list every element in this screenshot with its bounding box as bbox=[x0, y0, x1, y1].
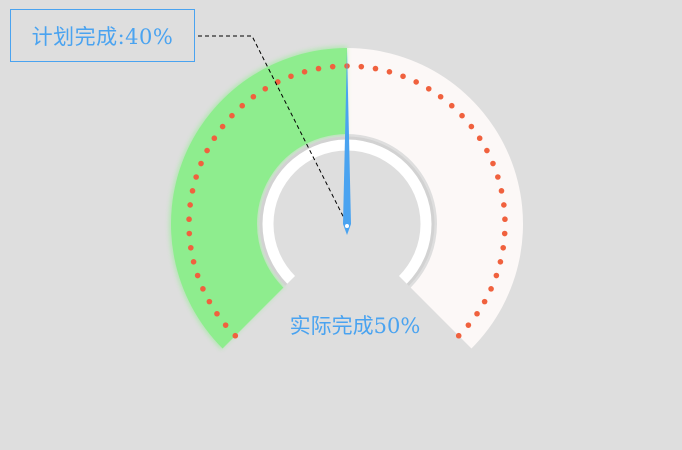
gauge-dot bbox=[493, 272, 500, 279]
gauge-dot bbox=[484, 147, 490, 154]
gauge-dot bbox=[476, 135, 483, 142]
gauge-dot bbox=[190, 259, 197, 265]
gauge-dot bbox=[400, 73, 406, 80]
gauge-dot bbox=[250, 93, 257, 100]
gauge-dot bbox=[459, 112, 465, 119]
gauge-dot bbox=[206, 298, 213, 305]
plan-annotation-label: 计划完成:40% bbox=[31, 24, 174, 49]
gauge-dot bbox=[502, 216, 508, 223]
gauge-dot bbox=[229, 112, 235, 119]
gauge-dot bbox=[413, 79, 419, 85]
gauge-dot bbox=[490, 160, 496, 167]
actual-value-label: 实际完成50% bbox=[289, 314, 421, 338]
gauge-dot bbox=[474, 310, 480, 317]
gauge-dot bbox=[501, 202, 507, 208]
gauge-progress-arc bbox=[170, 48, 347, 349]
gauge-dot bbox=[468, 123, 475, 130]
gauge-dot bbox=[455, 332, 462, 339]
gauge-dot bbox=[437, 93, 444, 100]
gauge-dot bbox=[498, 188, 505, 194]
gauge-needle-pivot bbox=[345, 224, 349, 228]
gauge-dot bbox=[219, 123, 226, 130]
plan-annotation-box: 计划完成:40% bbox=[10, 9, 195, 62]
gauge-dot bbox=[329, 63, 336, 70]
gauge-dot bbox=[386, 69, 393, 75]
gauge-dot bbox=[301, 69, 308, 75]
gauge-dot bbox=[501, 230, 508, 237]
gauge-dot bbox=[198, 160, 204, 167]
gauge-dot bbox=[315, 65, 322, 72]
gauge-dot bbox=[495, 174, 501, 180]
gauge-dot bbox=[500, 244, 507, 251]
gauge-dot bbox=[372, 65, 379, 72]
gauge-dot bbox=[239, 102, 246, 109]
gauge-dot bbox=[187, 202, 193, 208]
gauge-dot bbox=[194, 272, 201, 279]
gauge-dot bbox=[448, 102, 455, 109]
gauge-dot bbox=[497, 259, 504, 265]
gauge-dot bbox=[204, 147, 210, 154]
gauge-dot bbox=[187, 244, 194, 251]
gauge-dot bbox=[214, 310, 220, 317]
annotation-leader-line bbox=[198, 35, 348, 225]
gauge-dot bbox=[288, 73, 294, 80]
gauge-dot bbox=[186, 216, 192, 223]
gauge-dot bbox=[425, 85, 432, 92]
gauge-dot bbox=[358, 63, 365, 70]
gauge-needle bbox=[343, 50, 351, 235]
gauge-track-arc bbox=[347, 48, 524, 349]
gauge-dot bbox=[232, 332, 239, 339]
gauge-dot bbox=[186, 230, 193, 237]
gauge-dot bbox=[200, 286, 206, 292]
gauge-dot bbox=[193, 174, 199, 180]
gauge-dot bbox=[211, 135, 218, 142]
gauge-dot bbox=[262, 85, 269, 92]
gauge-dot bbox=[465, 322, 472, 328]
gauge-dot bbox=[488, 286, 494, 292]
gauge-dot bbox=[189, 188, 196, 194]
gauge-dot bbox=[481, 298, 488, 305]
gauge-dot bbox=[222, 322, 229, 328]
